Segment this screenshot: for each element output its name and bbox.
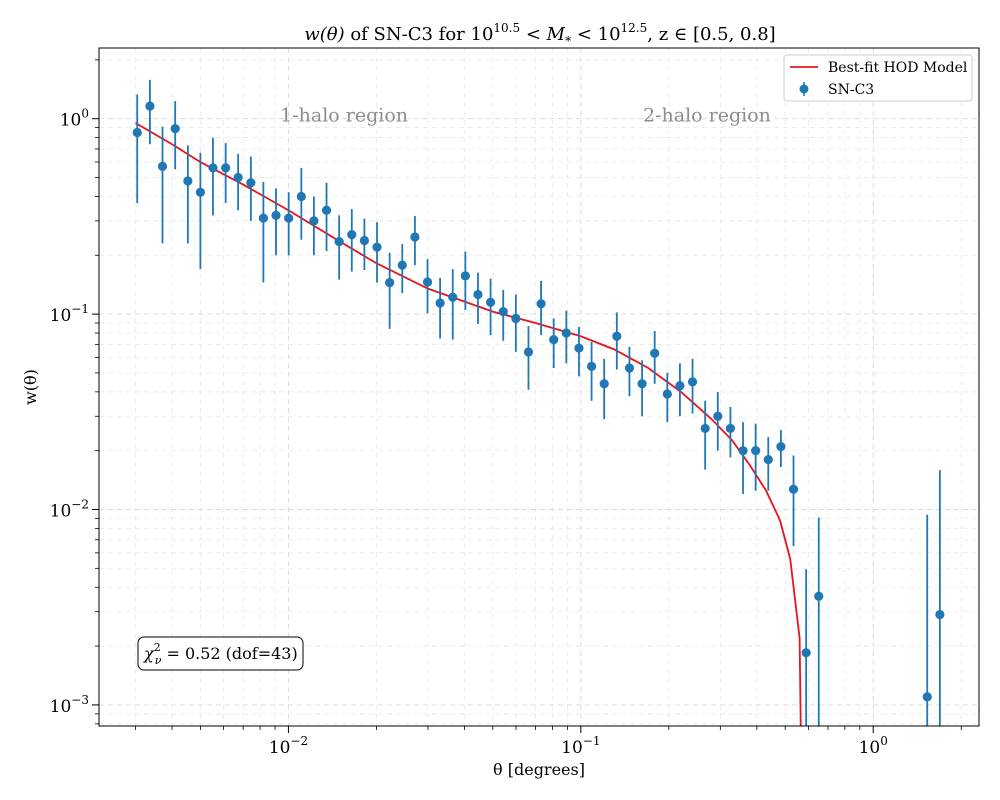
chi-square-text: χ2 ν = 0.52 (dof=43)	[143, 641, 298, 667]
data-point	[183, 176, 193, 186]
data-point	[195, 187, 206, 197]
data-point	[334, 236, 344, 247]
data-point	[574, 343, 584, 353]
data-point	[561, 328, 571, 338]
x-tick-label: 10−1	[561, 734, 600, 758]
y-tick-label: 10−3	[50, 693, 89, 717]
data-point	[145, 101, 155, 111]
data-point	[233, 172, 243, 183]
data-point	[687, 377, 698, 387]
plot-frame	[98, 47, 980, 727]
data-point	[776, 441, 786, 452]
data-point	[751, 446, 761, 456]
data-point	[347, 230, 357, 240]
data-point	[486, 297, 496, 307]
data-point	[410, 232, 420, 242]
data-point	[296, 191, 306, 202]
data-point	[763, 455, 773, 465]
data-point	[132, 127, 142, 138]
data-point	[385, 277, 395, 288]
legend: Best-fit HOD Model SN-C3	[783, 54, 973, 102]
data-point	[700, 423, 710, 434]
data-point	[612, 331, 622, 341]
data-point	[650, 348, 660, 358]
data-point	[460, 271, 470, 281]
x-tick-label: 100	[859, 734, 888, 758]
data-point	[713, 411, 723, 421]
x-tick-label: 10−2	[269, 734, 308, 758]
data-point	[170, 123, 180, 134]
series-sn-c3	[132, 79, 945, 726]
data-point	[435, 298, 445, 308]
data-point	[359, 235, 369, 246]
y-axis-label: w(θ)	[21, 369, 40, 405]
chi-square-frame	[137, 636, 304, 671]
annotation-2-halo-region: 2-halo region	[643, 105, 771, 127]
data-point	[397, 260, 407, 270]
legend-label-sn-c3: SN-C3	[828, 82, 874, 98]
y-tick-label: 100	[60, 107, 89, 131]
chart-title: w(θ) of SN-C3 for 1010.5 < M* < 1012.5, …	[304, 21, 775, 48]
data-point	[536, 299, 546, 309]
data-point	[321, 205, 332, 215]
model-line	[135, 122, 802, 727]
data-point	[422, 277, 433, 287]
data-point	[675, 381, 685, 391]
data-point	[814, 591, 824, 601]
data-point	[246, 178, 256, 188]
data-point	[157, 161, 168, 171]
data-point	[586, 361, 597, 371]
y-tick-label: 10−1	[50, 302, 89, 326]
data-point	[473, 289, 483, 300]
data-point	[523, 347, 534, 357]
data-point	[309, 216, 319, 226]
data-point	[549, 335, 559, 345]
data-point	[788, 484, 799, 494]
grid-lines	[99, 48, 979, 726]
y-axis-ticks: 10−3 10−2 10−1 100	[50, 59, 99, 725]
data-point	[258, 213, 268, 223]
data-point	[271, 210, 281, 220]
chi-square-box: χ2 ν = 0.52 (dof=43)	[137, 636, 304, 671]
data-point	[511, 313, 521, 324]
annotation-1-halo-region: 1-halo region	[280, 105, 408, 127]
legend-label-best-fit-hod-model: Best-fit HOD Model	[828, 60, 968, 76]
legend-marker-swatch	[799, 84, 809, 94]
legend-box	[783, 54, 973, 102]
data-point	[624, 363, 635, 373]
data-point	[498, 306, 508, 317]
data-point	[801, 648, 811, 658]
data-point	[935, 609, 945, 620]
data-point	[637, 379, 647, 389]
data-point	[208, 163, 218, 173]
data-point	[922, 692, 932, 702]
series-best-fit-hod-model	[135, 122, 802, 727]
data-point	[599, 379, 609, 389]
x-axis-ticks: 10−2 10−1 100	[135, 726, 962, 758]
data-point	[725, 423, 736, 434]
data-point	[662, 389, 672, 399]
data-point	[738, 446, 748, 456]
data-point	[284, 213, 294, 223]
data-point	[372, 242, 382, 252]
y-tick-label: 10−2	[50, 498, 89, 522]
x-axis-label: θ [degrees]	[493, 760, 585, 779]
data-point	[221, 163, 231, 173]
data-point	[448, 292, 458, 302]
